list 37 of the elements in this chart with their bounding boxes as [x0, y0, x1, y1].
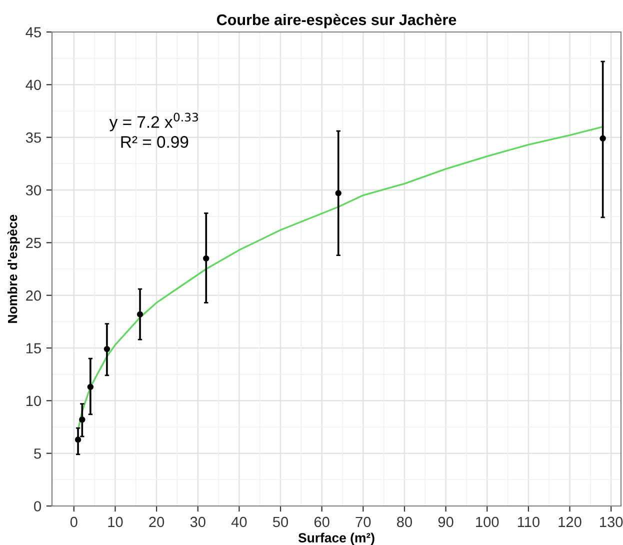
x-tick-label: 70: [356, 516, 371, 528]
y-tick-label: 35: [26, 132, 41, 143]
y-tick-label: 20: [26, 290, 42, 301]
point: [136, 311, 144, 318]
x-tick-label: 100: [476, 516, 499, 528]
x-tick-label: 80: [397, 516, 412, 528]
x-tick-label: 40: [231, 516, 247, 528]
x-tick-label: 130: [600, 516, 623, 528]
y-axis-title: Nombre d'espèce: [7, 214, 20, 323]
x-tick-label: 30: [190, 516, 206, 528]
y-tick-label: 15: [26, 343, 41, 354]
x-tick-label: 10: [108, 516, 123, 528]
annotation: R² = 0.99: [121, 136, 188, 148]
y-tick-label: 10: [26, 396, 42, 406]
y-tick-label: 5: [34, 448, 41, 459]
y-tick-label: 30: [26, 185, 42, 196]
x-tick-label: 90: [438, 516, 454, 528]
x-tick-label: 20: [149, 516, 164, 528]
x-tick-label: 110: [518, 516, 540, 528]
chart-title: Courbe aire-espèces sur Jachère: [216, 14, 456, 28]
y-tick-label: 45: [26, 27, 41, 38]
x-axis-title: Surface (m²): [298, 532, 374, 545]
point: [79, 416, 86, 423]
x-tick-label: 60: [314, 516, 330, 528]
x-tick-label: 0: [70, 516, 78, 528]
x-tick-label: 120: [558, 516, 582, 528]
annotation: y = 7.2 x$^{0.33}$: [109, 112, 198, 132]
point: [87, 384, 94, 390]
point: [74, 436, 82, 443]
x-tick-label: 50: [272, 516, 288, 528]
point: [335, 190, 342, 196]
y-tick-label: 40: [26, 80, 42, 90]
point: [600, 135, 606, 142]
y-tick-label: 0: [34, 501, 42, 512]
point: [203, 255, 210, 262]
point: [104, 346, 110, 352]
y-tick-label: 25: [26, 238, 41, 248]
